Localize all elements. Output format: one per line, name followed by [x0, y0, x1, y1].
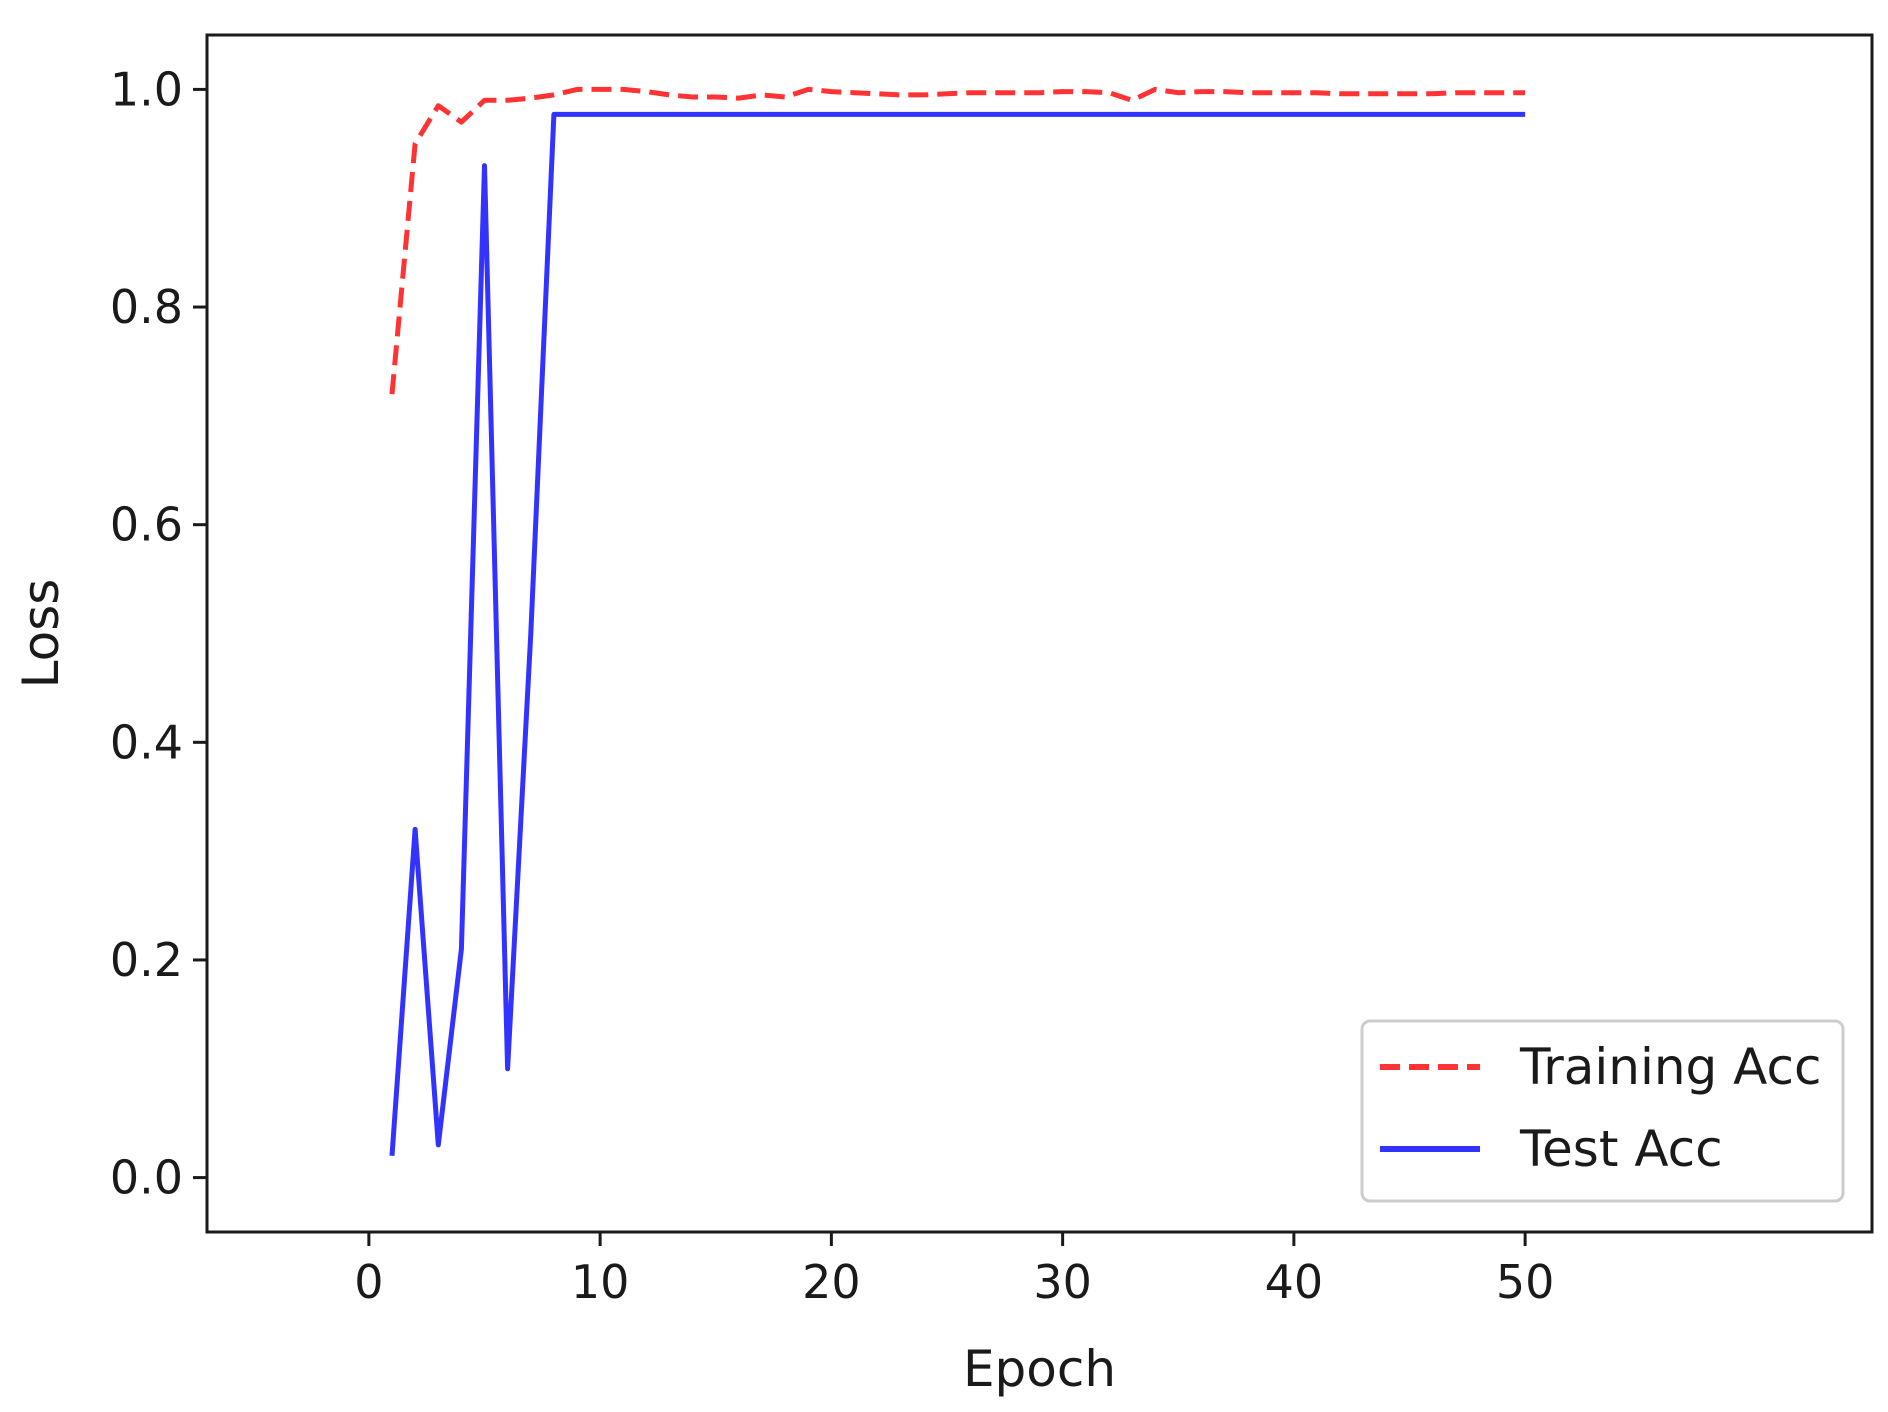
- series-line-training-acc: [389, 86, 1526, 395]
- legend-label-test-acc: Test Acc: [1519, 1120, 1723, 1178]
- legend-box: [1360, 1019, 1845, 1203]
- x-tick-label: 40: [1265, 1255, 1324, 1309]
- plot-frame: [205, 33, 1874, 1234]
- legend-label-training-acc: Training Acc: [1519, 1038, 1822, 1096]
- y-axis-label: Loss: [12, 579, 70, 689]
- y-tick-label: 0.6: [110, 498, 183, 552]
- y-axis: 0.0 0.2 0.4 0.6 0.8 1.0: [110, 62, 207, 1205]
- y-tick-label: 0.8: [110, 280, 183, 334]
- x-tick-label: 30: [1033, 1255, 1092, 1309]
- x-tick-label: 0: [354, 1255, 383, 1309]
- y-tick-label: 0.0: [110, 1151, 183, 1205]
- x-tick-label: 10: [571, 1255, 630, 1309]
- x-tick-label: 20: [802, 1255, 861, 1309]
- y-tick-label: 0.4: [110, 715, 183, 769]
- x-axis-label: Epoch: [963, 1340, 1116, 1398]
- x-axis: 0 10 20 30 40 50: [354, 1232, 1554, 1309]
- x-tick-label: 50: [1496, 1255, 1555, 1309]
- y-tick-label: 1.0: [110, 62, 183, 116]
- series-line-test-acc: [389, 111, 1526, 1156]
- y-tick-label: 0.2: [110, 933, 183, 987]
- legend: Training Acc Test Acc: [1360, 1019, 1845, 1203]
- plot-layer: [389, 86, 1526, 1156]
